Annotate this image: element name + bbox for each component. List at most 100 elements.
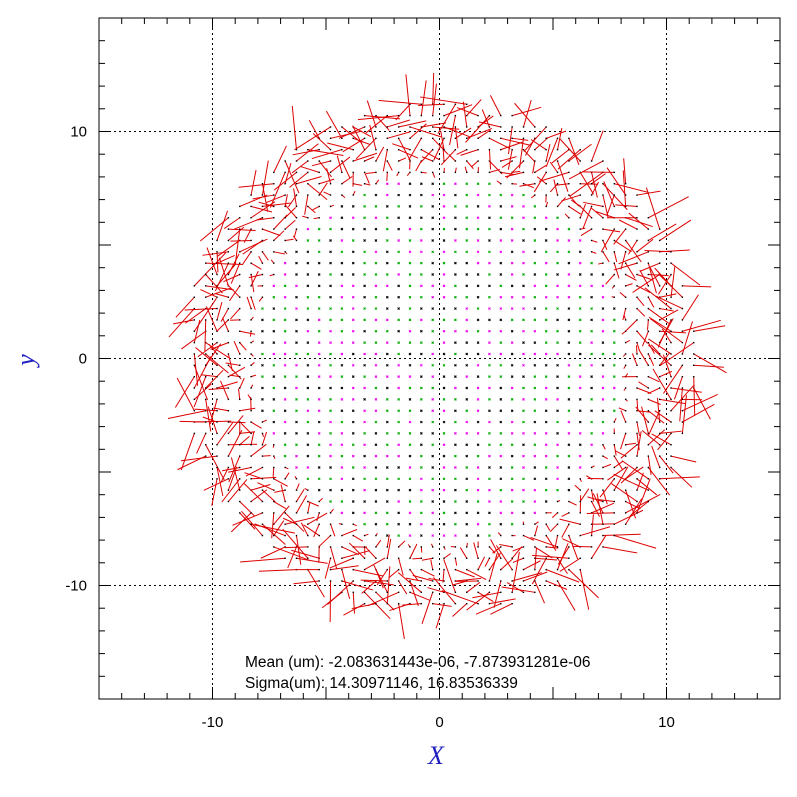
vector-arrow (647, 263, 657, 294)
vector-marker (510, 488, 514, 492)
vector-arrow (614, 509, 644, 525)
vector-origin (227, 466, 230, 469)
vector-arrow (398, 603, 405, 639)
vector-origin (409, 114, 411, 117)
vector-arrow (682, 285, 712, 288)
vector-arrow (398, 138, 411, 161)
vector-marker (317, 295, 321, 299)
vector-arrow (647, 467, 671, 496)
vector-origin (375, 171, 377, 174)
vector-origin (579, 523, 581, 525)
vector-marker (397, 307, 400, 310)
vector-marker (465, 216, 469, 220)
vector-arrow (673, 376, 683, 400)
vector-arrow (296, 483, 300, 491)
vector-origin (647, 410, 650, 412)
vector-marker (306, 409, 310, 413)
vector-marker (272, 307, 276, 310)
vector-marker (442, 409, 446, 413)
vector-origin (250, 432, 252, 435)
vector-marker (351, 205, 355, 208)
vector-arrow (568, 205, 581, 215)
vector-arrow (205, 369, 224, 389)
vector-marker (397, 477, 400, 481)
vector-arrow (620, 410, 627, 423)
vector-marker (465, 454, 469, 458)
vector-arrow (638, 381, 649, 389)
vector-arrow (217, 240, 241, 257)
vector-origin (329, 580, 332, 582)
vector-arrow (216, 319, 229, 332)
vector-origin (329, 568, 332, 571)
vector-origin (590, 205, 593, 208)
vector-marker (397, 352, 400, 356)
vector-marker (340, 239, 344, 242)
vector-origin (239, 375, 241, 378)
vector-origin (534, 137, 536, 140)
vector-marker (567, 409, 571, 413)
vector-origin (284, 228, 286, 230)
vector-marker (431, 398, 435, 401)
vector-arrow (250, 432, 255, 445)
vector-arrow (659, 293, 677, 298)
vector-origin (261, 432, 264, 435)
vector-arrow (546, 130, 566, 139)
vector-marker (363, 318, 366, 322)
vector-origin (273, 500, 275, 503)
vector-arrow (627, 240, 638, 255)
vector-origin (636, 466, 638, 469)
vector-origin (239, 512, 241, 514)
vector-origin (284, 546, 286, 548)
vector-marker (283, 443, 287, 447)
vector-origin (216, 398, 218, 401)
vector-origin (488, 546, 491, 548)
vector-marker (295, 261, 298, 265)
vector-origin (431, 580, 434, 582)
vector-arrow (489, 95, 502, 116)
vector-marker (408, 420, 412, 424)
vector-origin (647, 239, 650, 242)
vector-marker (306, 420, 310, 424)
vector-marker (476, 443, 480, 447)
vector-origin (204, 444, 207, 446)
vector-arrow (648, 223, 677, 241)
vector-marker (408, 432, 412, 435)
vector-arrow (618, 251, 649, 265)
vector-marker (465, 409, 469, 413)
vector-marker (329, 284, 332, 288)
vector-origin (341, 591, 343, 594)
vector-origin (556, 137, 559, 140)
vector-origin (193, 398, 196, 401)
vector-marker (385, 239, 389, 242)
vector-marker (363, 341, 366, 344)
vector-marker (590, 454, 593, 458)
vector-origin (261, 217, 264, 219)
vector-arrow (375, 146, 385, 162)
vector-marker (283, 386, 287, 390)
vector-origin (556, 160, 559, 162)
vector-origin (284, 534, 286, 537)
vector-origin (227, 364, 230, 367)
vector-marker (363, 420, 366, 424)
vector-arrow (636, 478, 657, 496)
vector-origin (261, 296, 264, 298)
vector-arrow (209, 399, 218, 425)
vector-marker (374, 250, 378, 254)
vector-origin (341, 171, 343, 174)
vector-arrow (352, 125, 366, 150)
vector-arrow (628, 212, 649, 230)
vector-arrow (287, 194, 297, 208)
vector-origin (239, 262, 241, 264)
vector-arrow (250, 443, 267, 457)
vector-origin (397, 137, 400, 140)
vector-origin (239, 455, 241, 457)
vector-arrow (620, 251, 627, 270)
vector-marker (408, 466, 412, 469)
vector-origin (250, 262, 252, 264)
vector-arrow (579, 488, 590, 502)
vector-marker (488, 511, 491, 515)
vector-arrow (179, 420, 206, 423)
vector-marker (385, 193, 389, 197)
vector-arrow (405, 74, 411, 116)
vector-origin (239, 364, 241, 367)
